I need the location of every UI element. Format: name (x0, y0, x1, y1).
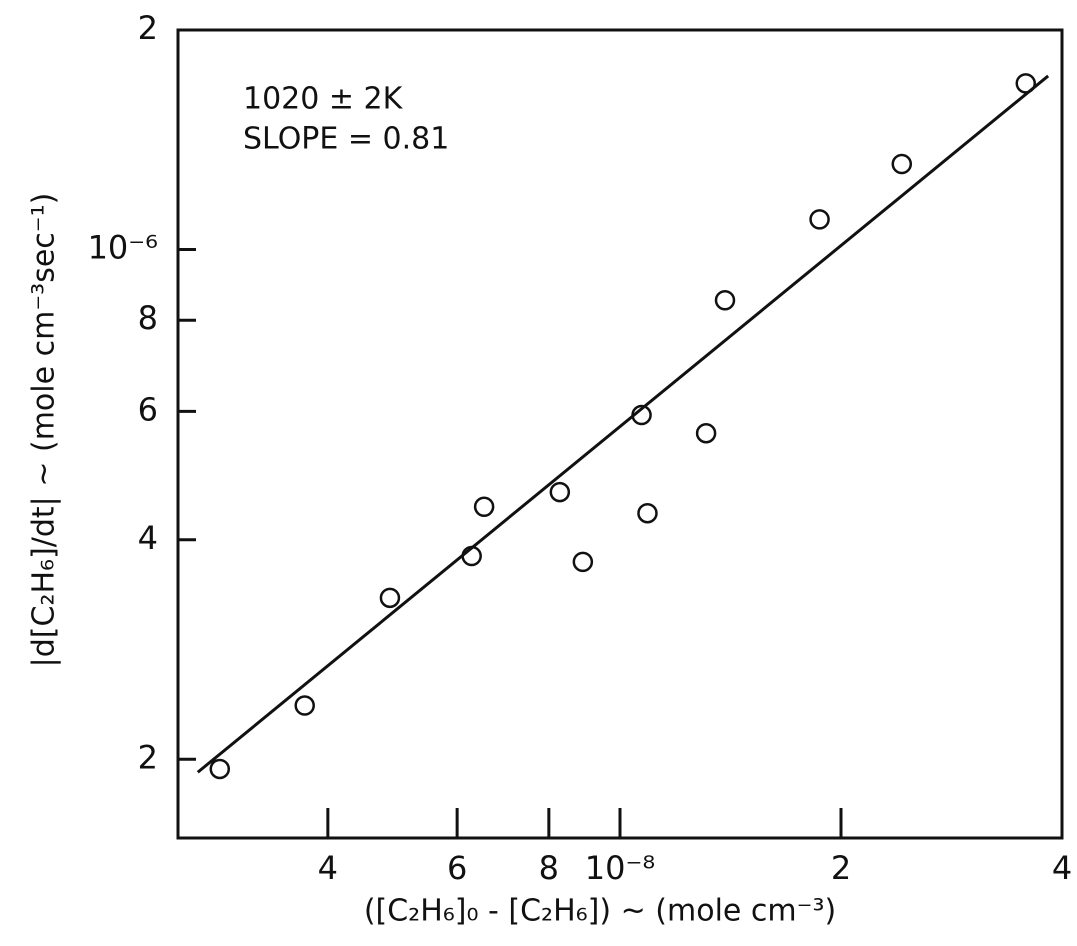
data-point (809, 209, 830, 230)
data-point (637, 502, 658, 524)
data-point (379, 587, 401, 609)
data-point (549, 481, 571, 503)
y-tick-label: 10⁻⁶ (88, 229, 158, 267)
x-tick-label: 4 (1052, 849, 1072, 887)
y-tick-label: 2 (138, 738, 158, 776)
data-point (695, 422, 717, 444)
data-point (209, 758, 231, 780)
data-point (891, 153, 913, 175)
y-tick-label: 4 (138, 519, 158, 557)
fit-line (196, 74, 1050, 774)
x-tick-label: 6 (447, 849, 467, 887)
y-axis-label: |d[C₂H₆]/dt| ~ (mole cm⁻³sec⁻¹) (27, 193, 62, 668)
data-point (572, 551, 594, 573)
x-tick-label: 10⁻⁸ (585, 849, 655, 887)
x-tick-label: 2 (831, 849, 851, 887)
y-tick-label: 8 (138, 299, 158, 337)
x-tick-label: 4 (318, 849, 338, 887)
x-tick-label: 8 (539, 849, 559, 887)
annotation: 1020 ± 2K (243, 82, 404, 117)
y-tick-label: 2 (138, 9, 158, 47)
x-axis-label: ([C₂H₆]₀ - [C₂H₆]) ~ (mole cm⁻³) (364, 894, 836, 929)
annotation: SLOPE = 0.81 (243, 122, 449, 157)
data-point (714, 290, 736, 311)
data-point (1015, 73, 1036, 94)
data-point (473, 496, 495, 517)
data-point (294, 695, 315, 716)
y-tick-label: 6 (138, 390, 158, 428)
